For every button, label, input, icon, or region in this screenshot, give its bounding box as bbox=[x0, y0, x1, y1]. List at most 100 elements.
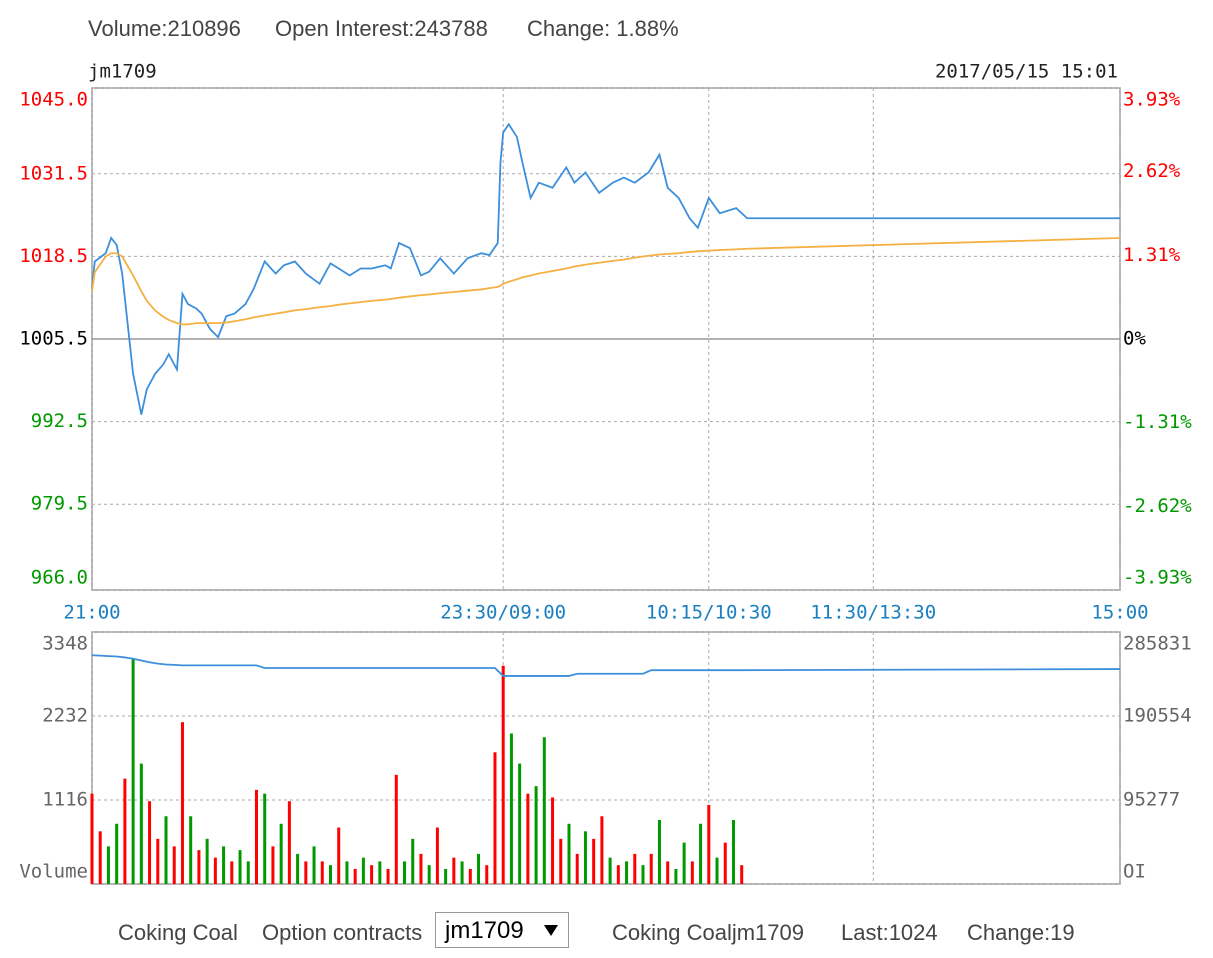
contract-select[interactable]: jm1709 bbox=[435, 912, 569, 948]
volume-bar bbox=[304, 861, 308, 884]
volume-bar bbox=[707, 804, 711, 884]
volume-bar bbox=[115, 823, 119, 884]
volume-bar bbox=[337, 827, 341, 884]
volume-bar bbox=[633, 853, 637, 884]
volume-bar bbox=[197, 850, 201, 884]
volume-bar bbox=[542, 737, 546, 884]
volume-bar bbox=[403, 861, 407, 884]
series-line bbox=[91, 654, 1121, 677]
volume-bar bbox=[148, 801, 152, 884]
volume-bar bbox=[559, 838, 563, 884]
volume-bar bbox=[213, 857, 217, 884]
volume-bar bbox=[731, 820, 735, 884]
volume-bar bbox=[723, 842, 727, 884]
volume-bar bbox=[518, 763, 522, 884]
volume-bar bbox=[271, 846, 275, 884]
volume-bar bbox=[666, 861, 670, 884]
right-tick-label: -3.93% bbox=[1123, 567, 1192, 589]
x-tick-label: 15:00 bbox=[1091, 602, 1148, 624]
volume-bar bbox=[452, 857, 456, 884]
volume-bar bbox=[164, 816, 168, 884]
left-tick-label: 1005.5 bbox=[19, 328, 88, 350]
volume-bar bbox=[551, 797, 555, 884]
volume-bar bbox=[460, 861, 464, 884]
x-tick-label: 11:30/13:30 bbox=[810, 602, 936, 624]
volume-bar bbox=[279, 823, 283, 884]
volume-bar bbox=[180, 722, 184, 884]
volume-bar bbox=[320, 861, 324, 884]
volume-bar bbox=[657, 820, 661, 884]
right-tick-label: 190554 bbox=[1123, 705, 1192, 727]
chart: jm1709 2017/05/15 15:01 21:00 23:30/09:00… bbox=[19, 61, 1192, 885]
select-arrow[interactable] bbox=[544, 925, 558, 937]
change-value: Change:19 bbox=[967, 920, 1075, 945]
volume-bar bbox=[592, 838, 596, 884]
x-tick-label: 23:30/09:00 bbox=[440, 602, 566, 624]
volume-bar bbox=[575, 853, 579, 884]
volume-bar bbox=[328, 865, 332, 884]
volume-bar bbox=[567, 823, 571, 884]
left-tick-label: Volume bbox=[19, 861, 88, 883]
volume-bar bbox=[90, 793, 94, 884]
volume-bar bbox=[345, 861, 349, 884]
volume-info: Volume:210896 bbox=[88, 16, 241, 41]
volume-bar bbox=[287, 801, 291, 884]
volume-bar bbox=[386, 868, 390, 884]
volume-bar bbox=[370, 865, 374, 884]
left-tick-label: 979.5 bbox=[31, 493, 88, 515]
volume-bar bbox=[123, 778, 127, 884]
change-info: Change: 1.88% bbox=[527, 16, 679, 41]
volume-bar bbox=[493, 752, 497, 884]
left-tick-label: 2232 bbox=[42, 705, 88, 727]
contract-info: Coking Coaljm1709 bbox=[612, 920, 804, 945]
volume-bar bbox=[106, 846, 110, 884]
volume-bar bbox=[131, 658, 135, 884]
left-tick-label: 1018.5 bbox=[19, 245, 88, 267]
volume-bar bbox=[616, 865, 620, 884]
volume-bar bbox=[189, 816, 193, 884]
volume-bar bbox=[353, 868, 357, 884]
volume-bar bbox=[625, 861, 629, 884]
symbol: jm1709 bbox=[88, 61, 157, 83]
left-tick-label: 992.5 bbox=[31, 410, 88, 432]
left-tick-label: 966.0 bbox=[31, 567, 88, 589]
volume-bar bbox=[246, 861, 250, 884]
volume-bar bbox=[254, 789, 258, 884]
right-tick-label: OI bbox=[1123, 861, 1146, 883]
volume-bar bbox=[427, 865, 431, 884]
volume-bar bbox=[263, 793, 267, 884]
right-tick-label: -1.31% bbox=[1123, 411, 1192, 433]
volume-bar bbox=[526, 793, 530, 884]
left-tick-label: 3348 bbox=[42, 633, 88, 655]
right-tick-label: 3.93% bbox=[1123, 89, 1181, 111]
series-line bbox=[91, 237, 1121, 326]
volume-bar bbox=[238, 850, 242, 884]
volume-bar bbox=[394, 774, 398, 884]
volume-bar bbox=[690, 861, 694, 884]
volume-bar bbox=[600, 816, 604, 884]
volume-bar bbox=[608, 857, 612, 884]
volume-bar bbox=[435, 827, 439, 884]
product-label: Coking Coal bbox=[118, 920, 238, 945]
volume-bar bbox=[715, 857, 719, 884]
right-tick-label: 285831 bbox=[1123, 633, 1192, 655]
volume-bar bbox=[222, 846, 226, 884]
volume-bar bbox=[361, 857, 365, 884]
select-value[interactable]: jm1709 bbox=[445, 917, 524, 944]
volume-bar bbox=[230, 861, 234, 884]
right-tick-label: 95277 bbox=[1123, 789, 1180, 811]
volume-bar bbox=[411, 838, 415, 884]
volume-bar bbox=[296, 853, 300, 884]
volume-bar bbox=[139, 763, 143, 884]
volume-bar bbox=[477, 853, 481, 884]
volume-bar bbox=[534, 786, 538, 884]
right-tick-label: 0% bbox=[1123, 328, 1146, 350]
right-tick-label: 1.31% bbox=[1123, 244, 1181, 266]
last-price: Last:1024 bbox=[841, 920, 938, 945]
open-interest-info: Open Interest:243788 bbox=[275, 16, 488, 41]
volume-bar bbox=[583, 831, 587, 884]
volume-bar bbox=[649, 853, 653, 884]
volume-bar bbox=[699, 823, 703, 884]
volume-bar bbox=[674, 868, 678, 884]
